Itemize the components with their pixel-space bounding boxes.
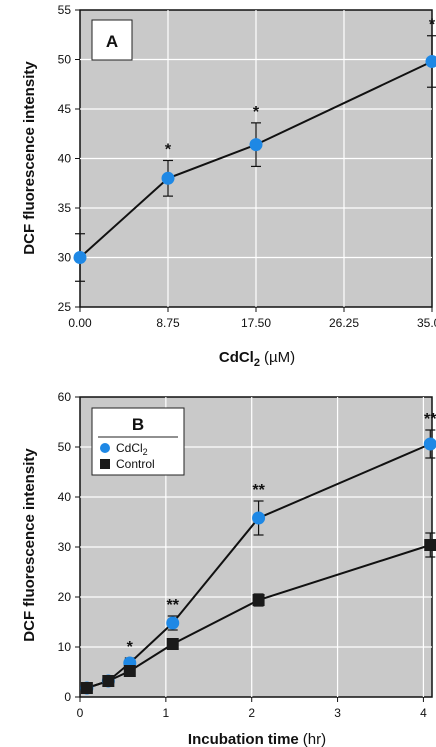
panel-b-series-0-point bbox=[166, 616, 180, 630]
panel-b-data: ******* bbox=[80, 411, 436, 695]
panel-b-y-tick-label: 20 bbox=[58, 590, 72, 604]
panel-a-y-tick-label: 25 bbox=[58, 300, 72, 314]
panel-b-significance-mark: * bbox=[127, 639, 134, 656]
panel-b-x-tick-label: 4 bbox=[420, 706, 427, 720]
legend-cdcl2-label: CdCl2 bbox=[116, 441, 148, 457]
panel-b-y-tick-label: 50 bbox=[58, 440, 72, 454]
panel-b-significance-mark: ** bbox=[424, 411, 436, 428]
panel-a-label-box bbox=[91, 19, 133, 61]
panel-b-y-axis-label: DCF fluorescence intensity bbox=[21, 448, 38, 642]
panel-a-series-0-point bbox=[161, 171, 175, 185]
panel-a-y-tick-label: 35 bbox=[58, 201, 72, 215]
panel-a-y-tick-label: 55 bbox=[58, 3, 72, 17]
legend-cdcl2-marker bbox=[100, 443, 110, 453]
panel-b-x-axis-label: Incubation time (hr) bbox=[188, 731, 326, 747]
panel-a-x-tick-label: 26.25 bbox=[329, 316, 359, 330]
panel-a-x-axis-label: CdCl2 (µM) bbox=[219, 349, 295, 369]
panel-a-data: * * * bbox=[73, 17, 436, 282]
panel-b-significance-mark: ** bbox=[166, 597, 179, 614]
panel-b-y-ticks: 0 10 20 30 40 50 60 bbox=[58, 390, 80, 704]
panel-b-series-1-point bbox=[123, 665, 136, 677]
panel-a-x-tick-label: 17.50 bbox=[241, 316, 271, 330]
panel-a-significance-mark: * bbox=[165, 141, 172, 158]
panel-a-series-0-line bbox=[79, 60, 433, 259]
panel-a: 25 30 35 40 45 50 55 0.00 8.75 17.50 26.25 35.00 *… bbox=[21, 3, 436, 369]
panel-b-y-tick-label: 10 bbox=[58, 640, 72, 654]
panel-a-series-0-point bbox=[73, 251, 87, 264]
panel-a-x-ticks: 0.00 8.75 17.50 26.25 35.00 bbox=[68, 307, 436, 330]
panel-a-y-tick-label: 40 bbox=[58, 152, 72, 166]
panel-b-y-tick-label: 40 bbox=[58, 490, 72, 504]
panel-b-letter: B bbox=[132, 415, 144, 434]
panel-a-y-tick-label: 45 bbox=[58, 102, 72, 116]
panel-b-series-1-point bbox=[166, 638, 179, 650]
panel-a-y-axis-label: DCF fluorescence intensity bbox=[21, 61, 38, 255]
panel-b-x-tick-label: 0 bbox=[77, 706, 84, 720]
panel-b-series-1-point bbox=[424, 539, 436, 551]
panel-b-x-tick-label: 3 bbox=[334, 706, 341, 720]
panel-b-series-0-point bbox=[423, 437, 436, 451]
legend-control-label: Control bbox=[116, 457, 155, 471]
panel-b-legend: B CdCl2 Control bbox=[91, 407, 185, 476]
panel-a-y-ticks: 25 30 35 40 45 50 55 bbox=[58, 3, 80, 314]
panel-b-x-ticks: 0 1 2 3 4 bbox=[77, 697, 427, 720]
panel-a-series-0-point bbox=[425, 54, 436, 68]
panel-a-significance-mark: * bbox=[253, 104, 260, 121]
panel-a-x-tick-label: 0.00 bbox=[68, 316, 92, 330]
legend-control-marker bbox=[100, 459, 110, 469]
panel-b-y-tick-label: 0 bbox=[64, 690, 71, 704]
panel-b-series-1-point bbox=[102, 675, 115, 687]
panel-b-x-tick-label: 2 bbox=[248, 706, 255, 720]
panel-a-grid bbox=[80, 10, 432, 307]
panel-a-significance-mark: * bbox=[429, 17, 436, 34]
panel-b-y-tick-label: 30 bbox=[58, 540, 72, 554]
panel-a-x-tick-label: 35.00 bbox=[417, 316, 436, 330]
panel-b-significance-mark: ** bbox=[252, 482, 265, 499]
panel-b-grid bbox=[80, 397, 432, 697]
panel-b-x-tick-label: 1 bbox=[163, 706, 170, 720]
panel-a-y-tick-label: 50 bbox=[58, 53, 72, 67]
panel-b-series-1-point bbox=[252, 594, 265, 606]
panel-a-letter: A bbox=[106, 32, 118, 51]
panel-a-series-0-point bbox=[249, 138, 263, 152]
panel-a-x-tick-label: 8.75 bbox=[156, 316, 180, 330]
panel-a-y-tick-label: 30 bbox=[58, 251, 72, 265]
panel-b-y-tick-label: 60 bbox=[58, 390, 72, 404]
panel-b-series-1-point bbox=[80, 682, 93, 694]
panel-b-series-0-point bbox=[252, 511, 266, 525]
